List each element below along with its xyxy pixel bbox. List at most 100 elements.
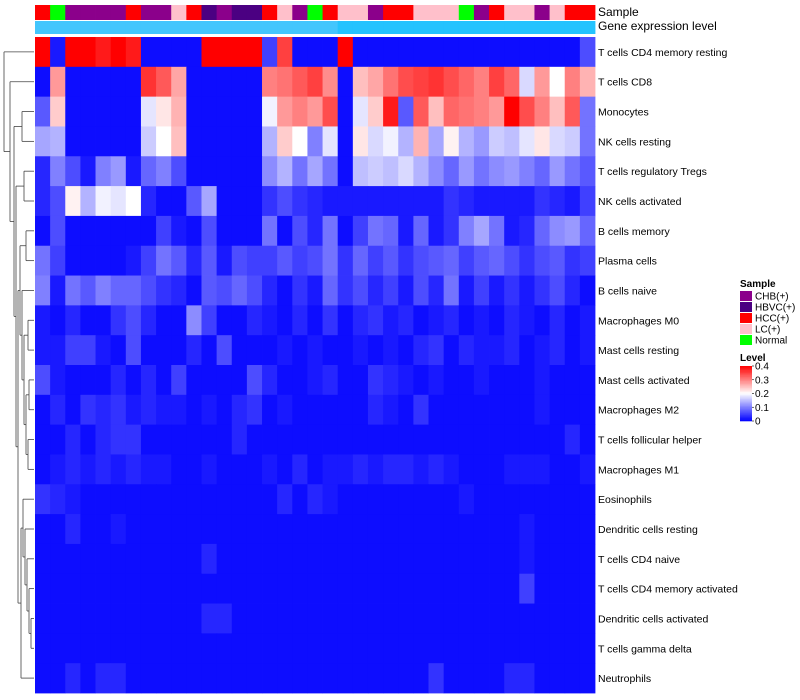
heatmap-cell [80,514,96,545]
heatmap-cell [246,394,263,426]
colorbar-segment [740,378,752,381]
heatmap-cell [398,365,414,396]
heatmap-cell [549,484,566,515]
heatmap-cell [292,663,308,694]
heatmap-cell [186,245,202,276]
heatmap-cell [352,365,369,396]
heatmap-cell [383,663,399,694]
heatmap-cell [292,514,308,545]
row-label: T cells follicular helper [598,435,702,447]
heatmap-cell [156,573,172,604]
heatmap-cell [171,96,187,127]
heatmap-cell [534,424,550,455]
heatmap-cell [534,394,550,426]
heatmap-cell [307,275,323,306]
heatmap-cell [352,603,369,634]
heatmap-cell [367,66,384,98]
heatmap-cell [125,424,142,455]
heatmap-cell [80,365,96,396]
heatmap-cell [50,186,66,217]
heatmap-cell [35,156,51,187]
heatmap-cell [443,96,460,127]
heatmap-cell [383,245,399,276]
heatmap-cell [80,454,96,485]
heatmap-cell [35,484,51,515]
heatmap-cell [246,156,263,187]
heatmap-cell [186,96,202,127]
heatmap-cell [277,573,293,604]
heatmap-cell [473,186,490,217]
heatmap-cell [428,603,445,634]
sample-cell [549,5,566,20]
heatmap-cell [352,394,369,426]
heatmap-cell [413,394,429,426]
legend-label: LC(+) [755,325,780,336]
heatmap-cell [292,573,308,604]
heatmap-cell [262,633,278,664]
heatmap-cell [216,663,233,694]
heatmap-cell [534,633,550,664]
heatmap-cell [35,66,51,98]
heatmap-cell [458,365,475,396]
heatmap-cell [246,215,263,247]
heatmap-cell [307,66,323,98]
heatmap-cell [80,633,96,664]
sample-cell [262,5,278,20]
heatmap-cell [367,543,384,575]
heatmap-cell [171,573,187,604]
heatmap-cell [140,305,157,336]
heatmap-cell [473,663,490,694]
heatmap-cell [458,573,475,604]
heatmap-cell [322,245,339,276]
heatmap-cell [231,514,248,545]
heatmap-cell [504,543,520,575]
sample-cell [458,5,475,20]
heatmap-cell [201,365,218,396]
sample-cell [383,5,399,20]
heatmap-cell [110,663,127,694]
heatmap-cell [171,245,187,276]
heatmap-cell [473,633,490,664]
heatmap-cell [307,96,323,127]
expression-cell [262,21,278,34]
heatmap-cell [156,663,172,694]
heatmap-cell [564,335,581,366]
heatmap-cell [579,424,596,455]
heatmap-cell [473,126,490,157]
row-label: Macrophages M2 [598,405,679,417]
heatmap-cell [262,663,278,694]
heatmap-cell [458,335,475,366]
heatmap-cell [549,424,566,455]
heatmap-cell [352,484,369,515]
heatmap-cell [35,245,51,276]
sample-cell [80,5,96,20]
colorbar-segment [740,399,752,401]
heatmap-cell [125,335,142,366]
row-label: Dendritic cells activated [598,613,708,625]
heatmap-cell [125,215,142,247]
heatmap-cell [504,126,520,157]
heatmap-cell [504,245,520,276]
heatmap-cell [489,126,505,157]
heatmap-cell [95,573,112,604]
heatmap-cell [367,37,384,68]
heatmap-cell [201,514,218,545]
heatmap-cell [534,543,550,575]
heatmap-cell [322,335,339,366]
sample-cell [489,5,505,20]
heatmap-cell [428,573,445,604]
heatmap-cell [428,245,445,276]
heatmap-cell [443,275,460,306]
heatmap-cell [398,424,414,455]
heatmap-cell [140,514,157,545]
heatmap-cell [50,603,66,634]
colorbar-segment [740,412,752,415]
heatmap-cell [80,394,96,426]
heatmap-cell [171,156,187,187]
heatmap-cell [367,186,384,217]
heatmap-cell [201,186,218,217]
colorbar-segment [740,375,752,378]
heatmap-cell [413,633,429,664]
heatmap-cell [231,126,248,157]
heatmap-cell [140,394,157,426]
